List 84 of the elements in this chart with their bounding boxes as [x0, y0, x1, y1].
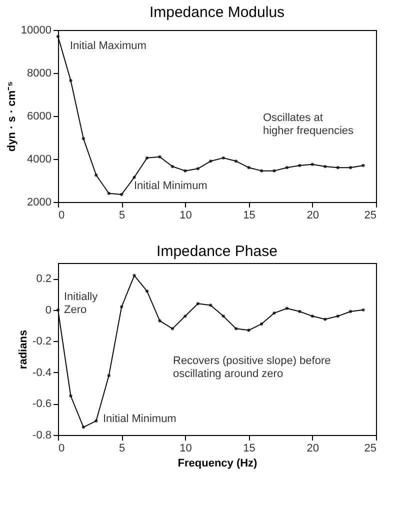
x-tick-label: 20: [306, 210, 320, 222]
point: [324, 318, 327, 321]
x-tick-label: 15: [243, 442, 256, 454]
point: [94, 419, 98, 423]
point: [222, 314, 225, 318]
point: [272, 169, 276, 172]
y-tick-label: 0: [45, 304, 52, 316]
point: [310, 162, 314, 166]
point: [209, 304, 212, 307]
point: [56, 308, 60, 312]
point: [298, 310, 302, 314]
point: [158, 319, 162, 322]
point: [120, 192, 124, 196]
y-tick-label: 2000: [27, 196, 52, 208]
point: [82, 136, 86, 140]
x-tick-label: 5: [119, 210, 126, 222]
point: [298, 164, 302, 168]
point: [107, 192, 110, 195]
point: [196, 302, 200, 306]
point: [324, 164, 327, 168]
point: [158, 155, 162, 158]
point: [145, 290, 149, 293]
x-tick-label: 25: [364, 210, 376, 222]
y-tick-label: -0.2: [32, 336, 52, 348]
point: [170, 164, 174, 168]
x-tick-label: 25: [364, 442, 376, 454]
y-tick-label: 0.2: [36, 273, 52, 286]
point: [107, 374, 110, 378]
x-tick-label: 10: [180, 442, 192, 454]
chart-title: Impedance Phase: [156, 243, 278, 260]
point: [82, 426, 86, 429]
point: [94, 174, 98, 177]
point: [120, 305, 124, 308]
x-tick-label: 15: [243, 210, 256, 222]
y-tick-label: -0.8: [32, 430, 52, 442]
point: [336, 314, 340, 318]
x-tick-label: 5: [119, 442, 126, 454]
y-axis-title: dyn · s · cm⁻⁵: [6, 81, 18, 152]
point: [132, 274, 136, 278]
point: [348, 310, 352, 314]
x-tick-label: 10: [180, 210, 192, 222]
point: [247, 166, 250, 170]
point: [69, 78, 72, 82]
annotation: Recovers (positive slope) before oscillating around zero: [173, 355, 331, 380]
y-tick-label: -0.4: [32, 366, 52, 379]
annotation: Initial Minimum: [134, 180, 208, 192]
point: [222, 156, 225, 160]
point: [69, 394, 72, 398]
point: [260, 169, 264, 172]
y-tick-label: 8000: [27, 68, 52, 80]
point: [285, 166, 289, 170]
point: [272, 311, 276, 315]
x-axis-title: Frequency (Hz): [178, 458, 258, 470]
x-tick-label: 20: [306, 442, 320, 454]
point: [247, 328, 250, 332]
point: [362, 308, 365, 312]
point: [56, 34, 60, 38]
y-tick-label: -0.6: [32, 398, 52, 410]
annotation: Initial Maximum: [70, 40, 146, 52]
point: [336, 166, 340, 170]
point: [285, 306, 289, 310]
y-axis-title: radians: [18, 330, 30, 370]
point: [234, 327, 238, 330]
annotation: Oscillates at higher frequencies: [263, 112, 354, 137]
point: [362, 164, 365, 168]
chart-title: Impedance Modulus: [149, 4, 285, 21]
point: [209, 160, 212, 163]
point: [234, 160, 238, 163]
annotation: Initially Zero: [64, 291, 98, 316]
y-tick-label: 4000: [27, 154, 52, 166]
point: [132, 176, 136, 179]
x-tick-label: 0: [58, 210, 65, 222]
point: [310, 314, 314, 318]
point: [348, 166, 352, 170]
y-tick-label: 10000: [20, 24, 52, 36]
point: [184, 169, 187, 172]
y-tick-label: 6000: [27, 110, 52, 122]
point: [170, 327, 174, 330]
point: [260, 322, 264, 326]
annotation: Initial Minimum: [103, 413, 176, 425]
point: [184, 314, 187, 318]
point: [196, 167, 200, 170]
point: [145, 156, 149, 160]
x-tick-label: 0: [58, 442, 65, 454]
